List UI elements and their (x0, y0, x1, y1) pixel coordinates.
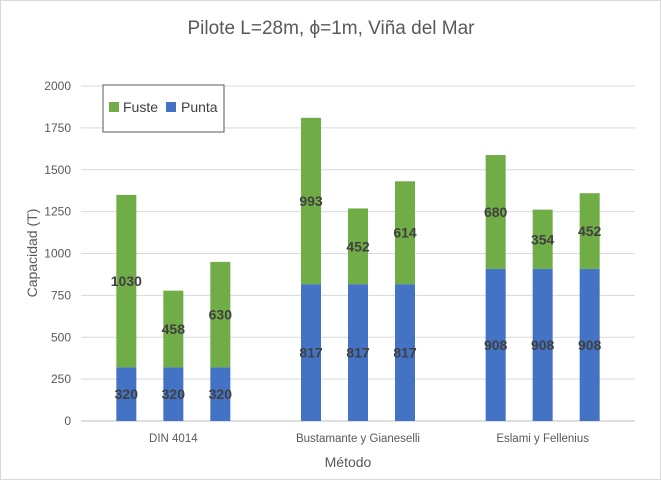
category-label: Eslami y Fellenius (496, 433, 589, 445)
data-label-punta: 320 (162, 386, 186, 402)
y-tick-label: 0 (64, 414, 71, 428)
y-tick-label: 500 (51, 330, 71, 344)
data-label-fuste: 354 (531, 231, 555, 247)
bars (116, 117, 600, 421)
data-label-fuste: 1030 (111, 273, 142, 289)
bar-punta (301, 284, 321, 421)
bar-punta (485, 268, 506, 421)
bar-punta (210, 367, 231, 421)
legend-swatch-fuste (109, 102, 119, 112)
y-tick-label: 1250 (44, 205, 71, 219)
bar-fuste (579, 193, 600, 269)
y-tick-label: 250 (51, 372, 71, 386)
bar-punta (348, 284, 368, 421)
data-label-punta: 320 (209, 386, 233, 402)
data-label-fuste: 452 (346, 238, 370, 254)
legend-swatch-punta (166, 102, 176, 112)
data-label-fuste: 630 (209, 307, 233, 323)
data-label-punta: 320 (115, 386, 139, 402)
bar-punta (395, 284, 415, 421)
data-label-punta: 817 (299, 345, 323, 361)
y-tick-label: 1000 (44, 247, 71, 261)
data-label-fuste: 452 (578, 223, 602, 239)
bar-fuste (116, 194, 137, 368)
y-tick-label: 750 (51, 288, 71, 302)
bar-fuste (485, 155, 506, 269)
y-axis-title: Capacidad (T) (24, 209, 40, 298)
y-tick-label: 1750 (44, 121, 71, 135)
data-label-fuste: 614 (393, 225, 417, 241)
legend-box (102, 84, 225, 133)
data-label-punta: 817 (393, 345, 417, 361)
category-label: Bustamante y Gianeselli (296, 433, 420, 445)
data-label-punta: 908 (531, 337, 555, 353)
y-tick-label: 2000 (44, 79, 71, 93)
data-label-punta: 908 (484, 337, 508, 353)
bar-punta (532, 268, 553, 421)
x-axis-title: Método (325, 454, 372, 470)
data-label-punta: 908 (578, 337, 602, 353)
legend-label-punta: Punta (181, 99, 218, 115)
data-labels: 320 1030 320 458 320 630 817 993 817 452 817 614 908… (111, 193, 602, 402)
category-label: DIN 4014 (149, 433, 198, 445)
legend-label-fuste: Fuste (123, 99, 158, 115)
bar-fuste (532, 209, 553, 269)
category-labels: DIN 4014 Bustamante y Gianeselli Eslami y … (149, 433, 589, 445)
y-tick-labels: 0 250 500 750 1000 1250 1500 1750 2000 (44, 79, 71, 428)
data-label-fuste: 458 (162, 321, 186, 337)
y-tick-label: 1500 (44, 163, 71, 177)
bar-fuste (301, 117, 321, 285)
legend: Fuste Punta (102, 84, 225, 133)
data-label-fuste: 993 (299, 193, 323, 209)
data-label-punta: 817 (346, 345, 370, 361)
bar-fuste (163, 290, 184, 368)
chart-title: Pilote L=28m, ϕ=1m, Viña del Mar (188, 18, 476, 39)
bar-fuste (348, 208, 368, 285)
bar-fuste (395, 181, 415, 285)
bar-punta (116, 367, 137, 421)
bar-punta (163, 367, 184, 421)
bar-fuste (210, 261, 231, 368)
data-label-fuste: 680 (484, 204, 508, 220)
bar-punta (579, 268, 600, 421)
